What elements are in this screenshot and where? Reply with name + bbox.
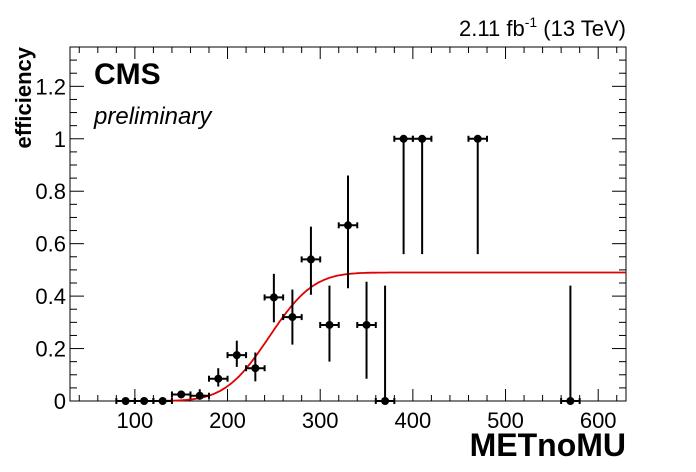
- x-tick-label: 100: [117, 408, 154, 433]
- data-point: [263, 273, 285, 323]
- point-marker: [232, 351, 241, 360]
- x-tick-label: 300: [302, 408, 339, 433]
- x-tick-label: 200: [209, 408, 246, 433]
- fit-curve-group: [162, 271, 626, 402]
- data-point: [374, 285, 396, 405]
- point-marker: [121, 397, 130, 405]
- data-point: [208, 368, 229, 387]
- point-marker: [251, 364, 260, 373]
- point-marker: [177, 390, 186, 399]
- point-marker: [381, 397, 390, 405]
- lumi-label: 2.11 fb-1 (13 TeV): [459, 14, 626, 41]
- y-tick-label: 1.2: [35, 74, 66, 99]
- point-marker: [158, 397, 167, 405]
- cms-label: CMS: [94, 58, 161, 91]
- point-marker: [306, 255, 315, 264]
- x-tick-label: 400: [395, 408, 432, 433]
- x-tick-label: 600: [580, 408, 617, 433]
- data-point: [152, 397, 173, 405]
- fit-curve: [162, 271, 626, 402]
- data-point: [467, 134, 488, 255]
- point-marker: [288, 313, 297, 322]
- x-tick-label: 500: [487, 408, 524, 433]
- data-point: [189, 389, 210, 400]
- x-axis-title: METnoMU: [470, 427, 626, 463]
- data-point: [300, 226, 322, 295]
- y-tick-label: 1: [54, 127, 66, 152]
- data-point: [411, 134, 433, 255]
- y-tick-label: 0.2: [35, 337, 66, 362]
- point-marker: [344, 221, 352, 230]
- y-axis-title: efficiency: [11, 46, 36, 148]
- preliminary-label: preliminary: [93, 103, 213, 130]
- point-marker: [195, 391, 204, 400]
- point-marker: [325, 320, 334, 329]
- plot-frame: [69, 46, 627, 402]
- y-tick-label: 0.8: [35, 179, 66, 204]
- data-point: [282, 289, 303, 345]
- data-point: [393, 134, 414, 255]
- point-marker: [214, 374, 223, 383]
- data-point: [356, 281, 377, 379]
- point-marker: [418, 134, 427, 143]
- point-marker: [473, 134, 482, 143]
- point-marker: [140, 397, 149, 405]
- y-tick-label: 0.6: [35, 232, 66, 257]
- point-marker: [269, 293, 278, 302]
- data-point: [560, 285, 581, 405]
- point-marker: [566, 397, 575, 405]
- data-point: [337, 175, 359, 289]
- point-marker: [362, 320, 371, 329]
- data-points: [115, 134, 581, 405]
- axes: 100 200 300 400 500 600 0 0.2 0.4 0.6 0.8 1 1.2: [35, 46, 626, 433]
- data-point: [245, 352, 266, 382]
- data-point: [319, 285, 340, 362]
- data-point: [115, 397, 136, 405]
- y-tick-label: 0.4: [35, 284, 66, 309]
- data-point: [170, 390, 192, 399]
- data-point: [226, 340, 248, 367]
- data-point: [133, 397, 155, 405]
- y-tick-label: 0: [54, 389, 66, 414]
- point-marker: [399, 134, 408, 143]
